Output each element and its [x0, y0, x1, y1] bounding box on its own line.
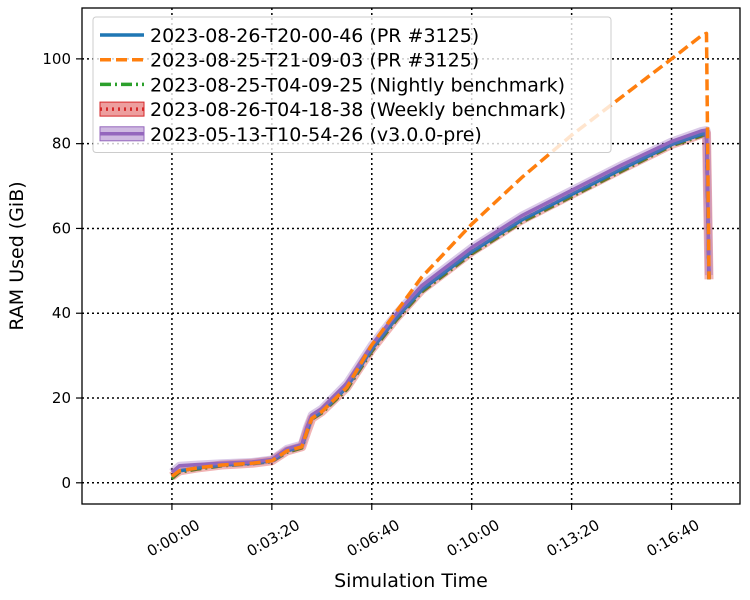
series-line-1 — [170, 31, 711, 478]
legend-label-1: 2023-08-25-T21-09-03 (PR #3125) — [150, 50, 479, 72]
y-tick-label: 100 — [42, 50, 71, 68]
y-tick-label: 20 — [52, 389, 71, 407]
x-axis-label: Simulation Time — [334, 570, 488, 592]
axes-frame — [81, 7, 741, 505]
y-tick-label: 80 — [52, 135, 71, 153]
plot-area — [169, 31, 714, 481]
legend-label-0: 2023-08-26-T20-00-46 (PR #3125) — [150, 25, 479, 47]
legend-label-2: 2023-08-25-T04-09-25 (Nightly benchmark) — [150, 74, 565, 96]
y-tick-label: 60 — [52, 219, 71, 237]
legend: 2023-08-26-T20-00-46 (PR #3125) 2023-08-2… — [92, 16, 612, 153]
legend-box — [92, 16, 612, 153]
legend-label-4: 2023-05-13-T10-54-26 (v3.0.0-pre) — [150, 124, 482, 146]
y-axis-label: RAM Used (GiB) — [6, 181, 28, 330]
y-tick-label: 40 — [52, 304, 71, 322]
y-tick-label: 0 — [61, 474, 71, 492]
legend-label-3: 2023-08-26-T04-18-38 (Weekly benchmark) — [150, 99, 566, 121]
y-axis-ticks: 0 20 40 60 80 100 — [42, 50, 82, 492]
